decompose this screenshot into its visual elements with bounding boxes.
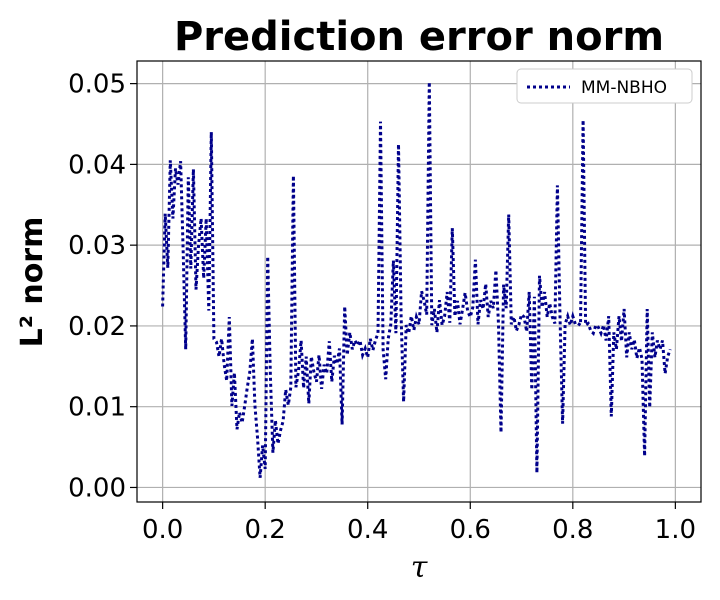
y-tick-label: 0.00 bbox=[68, 473, 126, 503]
chart-title: Prediction error norm bbox=[174, 14, 664, 60]
y-tick-label: 0.01 bbox=[68, 393, 126, 423]
y-tick-label: 0.02 bbox=[68, 312, 126, 342]
legend-box bbox=[516, 68, 693, 104]
legend: MM-NBHO bbox=[516, 68, 693, 104]
x-tick-label: 0.2 bbox=[245, 515, 286, 545]
x-tick-label: 0.6 bbox=[450, 515, 491, 545]
plot-area-frame bbox=[136, 60, 702, 503]
y-tick-label: 0.04 bbox=[68, 150, 126, 180]
grid-lines bbox=[137, 61, 701, 502]
x-tick-label: 0.4 bbox=[347, 515, 388, 545]
legend-label: MM-NBHO bbox=[581, 78, 667, 98]
series-line bbox=[161, 81, 672, 478]
y-axis-ticks: 0.00 0.01 0.02 0.03 0.04 0.05 bbox=[68, 70, 137, 503]
x-axis-label: τ bbox=[411, 550, 428, 585]
y-axis-label: L² norm bbox=[15, 217, 50, 348]
x-axis-ticks: 0.0 0.2 0.4 0.6 0.8 1.0 bbox=[142, 502, 696, 545]
series-layer bbox=[161, 81, 672, 478]
y-tick-label: 0.05 bbox=[68, 70, 126, 100]
y-tick-label: 0.03 bbox=[68, 231, 126, 261]
x-tick-label: 1.0 bbox=[655, 515, 696, 545]
x-tick-label: 0.8 bbox=[552, 515, 593, 545]
x-tick-label: 0.0 bbox=[142, 515, 183, 545]
